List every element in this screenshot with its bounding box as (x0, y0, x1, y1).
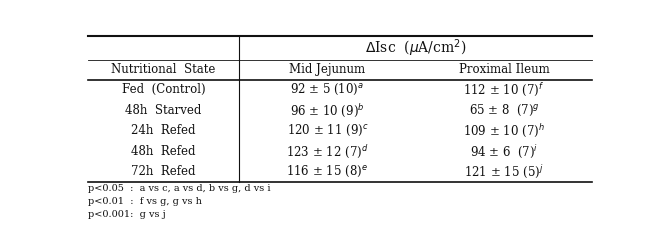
Text: 112 ± 10 (7)$^f$: 112 ± 10 (7)$^f$ (463, 81, 545, 98)
Text: $\Delta$Isc  ($\mu$A/cm$^2$): $\Delta$Isc ($\mu$A/cm$^2$) (365, 37, 467, 59)
Text: 65 ± 8  (7)$^g$: 65 ± 8 (7)$^g$ (469, 103, 539, 118)
Text: 109 ± 10 (7)$^h$: 109 ± 10 (7)$^h$ (463, 122, 545, 139)
Text: 96 ± 10 (9)$^b$: 96 ± 10 (9)$^b$ (290, 102, 365, 119)
Text: 72h  Refed: 72h Refed (131, 165, 196, 178)
Text: 48h  Starved: 48h Starved (125, 104, 202, 117)
Text: p<0.001:  g vs j: p<0.001: g vs j (88, 210, 165, 219)
Text: 123 ± 12 (7)$^d$: 123 ± 12 (7)$^d$ (286, 143, 369, 160)
Text: 48h  Refed: 48h Refed (131, 145, 196, 158)
Text: Fed  (Control): Fed (Control) (122, 83, 206, 97)
Text: Mid Jejunum: Mid Jejunum (290, 64, 366, 76)
Text: Nutritional  State: Nutritional State (111, 64, 215, 76)
Text: Proximal Ileum: Proximal Ileum (459, 64, 549, 76)
Text: 94 ± 6  (7)$^i$: 94 ± 6 (7)$^i$ (470, 143, 538, 160)
Text: 24h  Refed: 24h Refed (131, 124, 196, 137)
Text: 120 ± 11 (9)$^c$: 120 ± 11 (9)$^c$ (287, 123, 368, 138)
Text: p<0.05  :  a vs c, a vs d, b vs g, d vs i: p<0.05 : a vs c, a vs d, b vs g, d vs i (88, 183, 270, 193)
Text: 116 ± 15 (8)$^e$: 116 ± 15 (8)$^e$ (286, 164, 368, 179)
Text: p<0.01  :  f vs g, g vs h: p<0.01 : f vs g, g vs h (88, 197, 202, 206)
Text: 121 ± 15 (5)$^j$: 121 ± 15 (5)$^j$ (464, 163, 544, 180)
Text: 92 ± 5 (10)$^a$: 92 ± 5 (10)$^a$ (290, 82, 364, 98)
